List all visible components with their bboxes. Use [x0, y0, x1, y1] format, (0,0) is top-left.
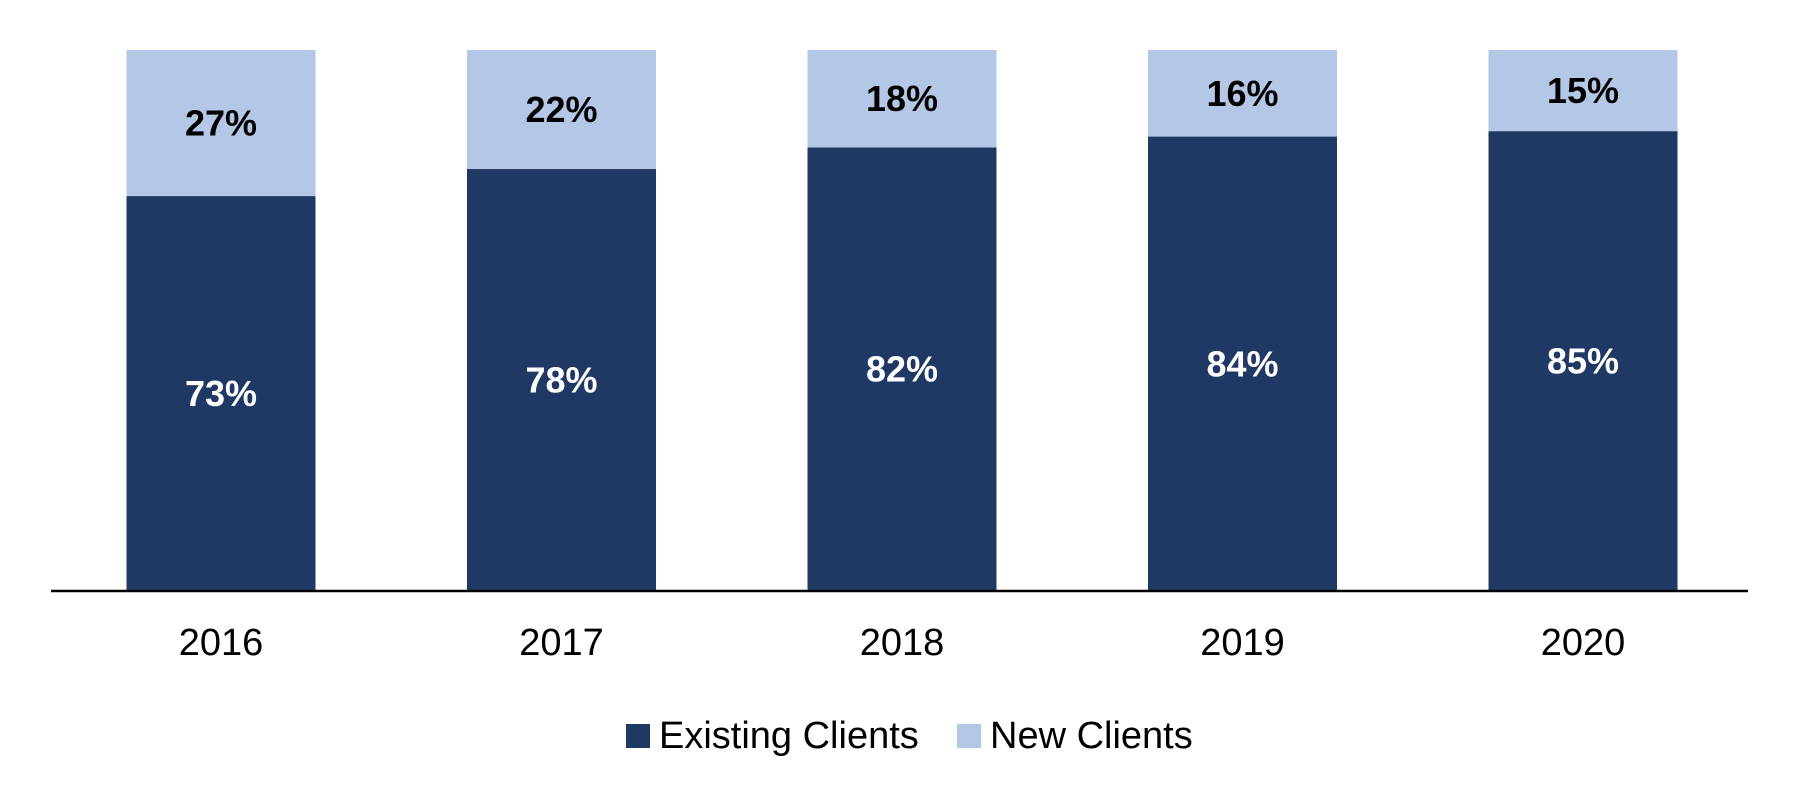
x-tick-label-2017: 2017	[519, 622, 604, 664]
bar-existing-2018	[807, 147, 997, 591]
data-labels-group: 73% 27% 78% 22% 82% 18% 84% 16% 85% 15%	[185, 70, 1619, 414]
bar-existing-2020	[1488, 131, 1678, 591]
legend-label-new-clients: New Clients	[990, 715, 1193, 757]
bar-new-2018	[807, 50, 997, 148]
bar-existing-2016	[126, 196, 316, 591]
bar-existing-2019	[1148, 136, 1337, 591]
data-label-new-2016: 27%	[185, 103, 257, 144]
data-label-existing-2018: 82%	[866, 349, 938, 390]
data-label-existing-2020: 85%	[1547, 341, 1619, 382]
data-label-new-2018: 18%	[866, 78, 938, 119]
category-labels-group: 2016 2017 2018 2019 2020	[179, 622, 1626, 664]
legend-swatch-new-clients	[957, 724, 981, 748]
data-label-new-2017: 22%	[525, 89, 597, 130]
x-tick-label-2016: 2016	[179, 622, 264, 664]
legend-swatch-existing-clients	[626, 724, 650, 748]
bar-new-2020	[1488, 50, 1678, 132]
data-label-existing-2017: 78%	[525, 360, 597, 401]
data-label-existing-2016: 73%	[185, 373, 257, 414]
data-label-new-2019: 16%	[1206, 73, 1278, 114]
x-tick-label-2019: 2019	[1200, 622, 1285, 664]
data-label-new-2020: 15%	[1547, 70, 1619, 111]
bars-group	[126, 50, 1678, 591]
bar-new-2017	[467, 50, 656, 170]
x-tick-label-2018: 2018	[860, 622, 945, 664]
bar-new-2016	[126, 50, 316, 197]
x-tick-label-2020: 2020	[1541, 622, 1626, 664]
bar-existing-2017	[467, 169, 656, 591]
bar-new-2019	[1148, 50, 1337, 137]
data-label-existing-2019: 84%	[1206, 343, 1278, 384]
legend: Existing Clients New Clients	[626, 715, 1193, 757]
legend-label-existing-clients: Existing Clients	[659, 715, 919, 757]
